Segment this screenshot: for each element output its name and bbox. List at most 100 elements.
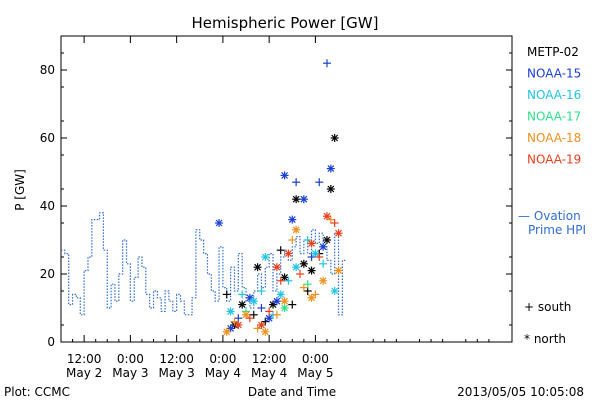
data-point-south xyxy=(311,290,320,299)
data-point-north xyxy=(299,195,308,204)
data-point-north xyxy=(322,212,331,221)
data-point-north xyxy=(334,229,343,238)
x-tick-label-date: May 3 xyxy=(112,366,148,380)
data-point-north xyxy=(249,297,258,306)
data-point-south xyxy=(303,280,312,289)
x-tick-label-time: 12:00 xyxy=(252,352,287,366)
data-point-north xyxy=(234,321,243,329)
data-point-north xyxy=(292,225,301,234)
data-point-north xyxy=(280,304,289,312)
legend-entry: NOAA-16 xyxy=(527,88,581,102)
data-point-north xyxy=(257,321,266,329)
data-point-north xyxy=(272,297,281,306)
data-point-south xyxy=(288,236,297,244)
legend-ovation-line2: Prime HPI xyxy=(528,223,586,237)
data-point-north xyxy=(322,236,331,244)
legend-entry: NOAA-18 xyxy=(527,131,581,145)
data-point-south xyxy=(257,287,266,295)
chart-title: Hemispheric Power [GW] xyxy=(192,14,379,32)
data-point-south xyxy=(303,287,312,295)
legend-ovation-line1: — Ovation xyxy=(518,209,581,223)
data-point-north xyxy=(222,327,231,336)
legend-entry: NOAA-15 xyxy=(527,67,581,81)
data-point-south xyxy=(238,290,247,299)
data-point-south xyxy=(276,246,285,255)
data-point-north xyxy=(330,287,339,295)
data-point-north xyxy=(272,263,281,272)
data-point-south xyxy=(253,324,262,333)
y-axis-label: P [GW] xyxy=(13,169,27,211)
y-tick-label: 60 xyxy=(40,131,55,145)
data-point-south xyxy=(330,219,339,227)
legend-entry: NOAA-17 xyxy=(527,110,581,124)
x-tick-label-time: 0:00 xyxy=(302,352,329,366)
y-tick-label: 80 xyxy=(40,63,55,77)
data-point-north xyxy=(215,219,224,227)
legend-entry: METP-02 xyxy=(527,45,579,59)
data-point-south xyxy=(288,300,297,309)
data-point-south xyxy=(276,276,285,285)
data-point-south xyxy=(299,283,308,292)
data-point-south xyxy=(261,317,270,326)
x-tick-label-date: May 3 xyxy=(159,366,195,380)
data-point-south xyxy=(265,307,274,316)
data-point-north xyxy=(319,242,328,251)
ovation-prime-series xyxy=(61,212,347,316)
data-point-north xyxy=(326,164,335,173)
data-point-south xyxy=(272,310,281,319)
data-point-north xyxy=(261,253,270,261)
data-point-south xyxy=(326,215,335,224)
data-point-south xyxy=(315,253,324,261)
data-point-south xyxy=(303,236,312,244)
data-point-south xyxy=(245,314,254,323)
data-point-south xyxy=(322,59,331,68)
data-point-south xyxy=(249,310,258,319)
legend-north-marker: * north xyxy=(524,332,566,346)
data-point-south xyxy=(257,304,266,312)
data-point-north xyxy=(265,314,274,323)
x-tick-label-date: May 4 xyxy=(205,366,241,380)
x-tick-label-time: 0:00 xyxy=(117,352,144,366)
x-tick-label-time: 0:00 xyxy=(209,352,236,366)
x-tick-label-date: May 5 xyxy=(297,366,333,380)
data-point-north xyxy=(280,297,289,306)
x-axis-label: Date and Time xyxy=(248,385,336,399)
legend-entry: NOAA-19 xyxy=(527,153,581,167)
data-point-south xyxy=(295,270,304,278)
x-tick-label-date: May 4 xyxy=(251,366,287,380)
y-tick-label: 20 xyxy=(40,267,55,281)
data-point-north xyxy=(280,171,289,180)
data-point-north xyxy=(284,249,293,258)
x-tick-label-date: May 2 xyxy=(66,366,102,380)
data-point-south xyxy=(284,276,293,285)
data-point-north xyxy=(299,259,308,268)
plot-frame xyxy=(60,35,513,343)
data-point-north xyxy=(238,300,247,309)
data-point-north xyxy=(276,290,285,299)
data-point-north xyxy=(330,134,339,142)
data-point-north xyxy=(261,327,270,336)
data-point-south xyxy=(234,314,243,323)
data-point-south xyxy=(222,290,231,299)
data-point-north xyxy=(307,293,316,302)
data-point-north xyxy=(307,239,316,248)
x-tick-label-time: 12:00 xyxy=(67,352,102,366)
data-point-north xyxy=(242,310,251,319)
data-point-south xyxy=(319,259,328,268)
y-tick-label: 40 xyxy=(40,199,55,213)
data-point-south xyxy=(315,178,324,187)
footer-plot-credit: Plot: CCMC xyxy=(4,385,70,399)
y-tick-label: 0 xyxy=(47,335,55,349)
data-point-south xyxy=(292,178,301,187)
data-point-north xyxy=(292,263,301,272)
data-point-north xyxy=(319,276,328,285)
data-point-south xyxy=(307,253,316,261)
data-point-north xyxy=(288,215,297,224)
footer-timestamp: 2013/05/05 10:05:08 xyxy=(457,385,584,399)
data-point-north xyxy=(311,249,320,258)
data-point-south xyxy=(230,317,239,326)
data-point-north xyxy=(292,195,301,204)
x-tick-label-time: 12:00 xyxy=(159,352,194,366)
data-point-north xyxy=(326,185,335,193)
